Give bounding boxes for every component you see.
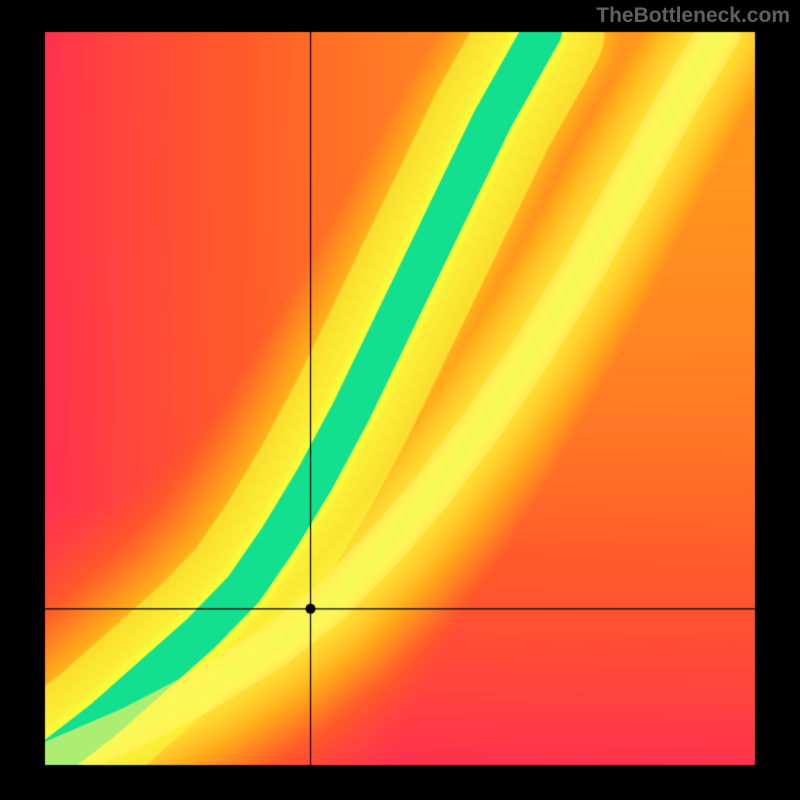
heatmap-canvas [0,0,800,800]
watermark-text: TheBottleneck.com [596,4,790,28]
chart-container: TheBottleneck.com [0,0,800,800]
